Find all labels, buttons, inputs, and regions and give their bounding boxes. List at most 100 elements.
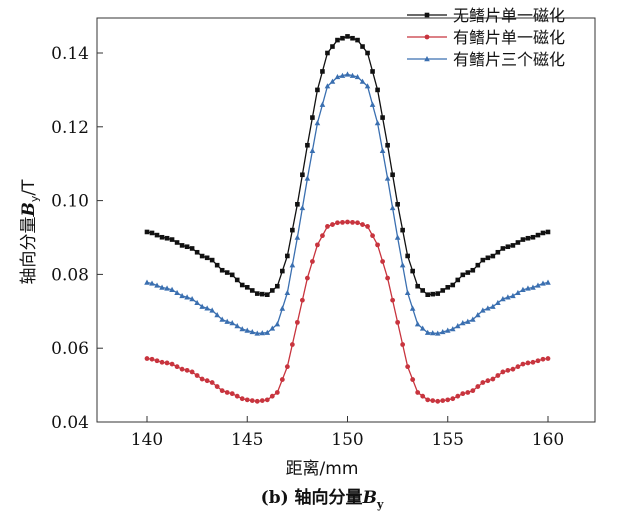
data-point-2-28 bbox=[284, 289, 291, 296]
data-point-2-19 bbox=[239, 326, 246, 332]
data-point-2-56 bbox=[424, 329, 431, 335]
legend-label-0: 无鳍片单一磁化 bbox=[453, 6, 565, 25]
data-point-2-52 bbox=[404, 289, 411, 296]
series-line-1 bbox=[146, 221, 549, 402]
data-point-1-16 bbox=[224, 390, 230, 395]
caption-var: B bbox=[362, 488, 377, 508]
data-point-1-54 bbox=[415, 390, 421, 395]
data-point-0-57 bbox=[430, 291, 436, 297]
data-point-0-0 bbox=[144, 229, 150, 235]
data-point-0-58 bbox=[435, 291, 441, 296]
data-point-0-6 bbox=[174, 240, 180, 245]
data-point-1-48 bbox=[385, 275, 390, 281]
data-point-1-18 bbox=[234, 393, 240, 399]
data-point-2-3 bbox=[159, 284, 165, 290]
data-point-0-38 bbox=[335, 37, 340, 43]
caption-sub: y bbox=[376, 498, 384, 511]
data-point-1-52 bbox=[405, 364, 411, 370]
data-point-0-27 bbox=[280, 268, 285, 274]
data-point-2-77 bbox=[530, 284, 536, 290]
series-line-2 bbox=[146, 73, 549, 335]
data-point-1-40 bbox=[345, 219, 350, 225]
caption-prefix: (b) 轴向分量 bbox=[261, 487, 363, 508]
data-point-2-46 bbox=[374, 120, 381, 126]
data-point-1-64 bbox=[465, 390, 471, 395]
data-point-0-28 bbox=[285, 253, 290, 259]
x-tick-label-1: 145 bbox=[231, 430, 263, 450]
data-point-2-32 bbox=[304, 175, 311, 181]
data-point-0-26 bbox=[275, 283, 280, 289]
data-point-2-17 bbox=[229, 320, 236, 326]
data-point-2-71 bbox=[500, 296, 506, 302]
data-point-0-62 bbox=[455, 277, 461, 283]
y-axis-title-sub: y bbox=[28, 195, 41, 202]
data-point-1-73 bbox=[510, 366, 516, 372]
data-point-1-13 bbox=[209, 380, 215, 385]
data-point-0-39 bbox=[340, 35, 345, 41]
data-point-1-65 bbox=[470, 388, 476, 394]
data-point-0-56 bbox=[425, 292, 430, 297]
data-point-0-21 bbox=[249, 288, 255, 293]
data-point-0-48 bbox=[385, 142, 390, 148]
data-point-0-63 bbox=[460, 272, 466, 278]
data-point-0-80 bbox=[545, 229, 551, 235]
y-tick-label-0: 0.04 bbox=[51, 413, 89, 433]
data-point-2-7 bbox=[179, 292, 185, 299]
data-point-2-68 bbox=[485, 305, 491, 311]
data-point-0-42 bbox=[355, 37, 360, 43]
y-tick-label-2: 0.08 bbox=[51, 265, 89, 285]
data-point-0-7 bbox=[179, 243, 185, 248]
data-point-2-76 bbox=[525, 285, 531, 291]
data-point-1-8 bbox=[184, 367, 190, 373]
data-point-2-34 bbox=[314, 120, 321, 126]
data-point-0-32 bbox=[305, 142, 310, 148]
data-point-0-18 bbox=[234, 277, 240, 283]
data-point-2-54 bbox=[414, 321, 421, 327]
data-point-2-44 bbox=[364, 83, 371, 89]
data-point-1-34 bbox=[315, 242, 320, 248]
series-layer bbox=[144, 34, 551, 404]
x-tick-label-3: 155 bbox=[432, 430, 464, 450]
data-point-0-5 bbox=[169, 237, 175, 242]
data-point-0-75 bbox=[520, 237, 526, 242]
data-point-1-7 bbox=[179, 366, 185, 372]
data-point-0-15 bbox=[219, 267, 225, 273]
data-point-0-74 bbox=[515, 240, 521, 245]
data-point-0-13 bbox=[209, 257, 215, 263]
data-point-1-71 bbox=[500, 369, 506, 375]
data-point-2-64 bbox=[465, 318, 471, 324]
data-point-0-59 bbox=[440, 288, 446, 293]
data-point-1-44 bbox=[365, 224, 370, 229]
data-point-2-20 bbox=[244, 327, 251, 333]
data-point-2-80 bbox=[545, 279, 551, 285]
data-point-2-51 bbox=[399, 262, 406, 268]
data-point-1-77 bbox=[530, 359, 536, 365]
y-axis-title-prefix: 轴向分量 bbox=[19, 217, 39, 285]
data-point-0-76 bbox=[525, 235, 531, 241]
data-point-1-11 bbox=[199, 376, 205, 382]
data-point-1-74 bbox=[515, 364, 521, 370]
data-point-0-3 bbox=[159, 234, 165, 240]
data-point-1-37 bbox=[330, 222, 335, 227]
data-point-1-10 bbox=[194, 373, 200, 378]
data-point-0-71 bbox=[500, 246, 506, 251]
data-point-2-57 bbox=[429, 330, 436, 336]
series-0 bbox=[144, 34, 551, 297]
data-point-1-56 bbox=[425, 397, 431, 403]
data-point-2-12 bbox=[204, 305, 210, 311]
data-point-2-38 bbox=[334, 73, 341, 80]
data-point-2-70 bbox=[495, 299, 501, 306]
data-point-1-78 bbox=[535, 358, 541, 364]
data-point-2-39 bbox=[339, 72, 346, 78]
data-point-1-35 bbox=[320, 233, 325, 239]
data-point-2-65 bbox=[470, 316, 476, 322]
data-point-2-2 bbox=[154, 282, 160, 288]
data-point-1-47 bbox=[380, 259, 385, 264]
data-point-0-55 bbox=[420, 288, 425, 293]
data-point-2-15 bbox=[219, 316, 225, 322]
data-point-2-27 bbox=[279, 305, 286, 311]
y-axis-title-var: B bbox=[19, 202, 39, 217]
data-point-1-69 bbox=[490, 376, 496, 382]
data-point-2-43 bbox=[359, 78, 366, 84]
